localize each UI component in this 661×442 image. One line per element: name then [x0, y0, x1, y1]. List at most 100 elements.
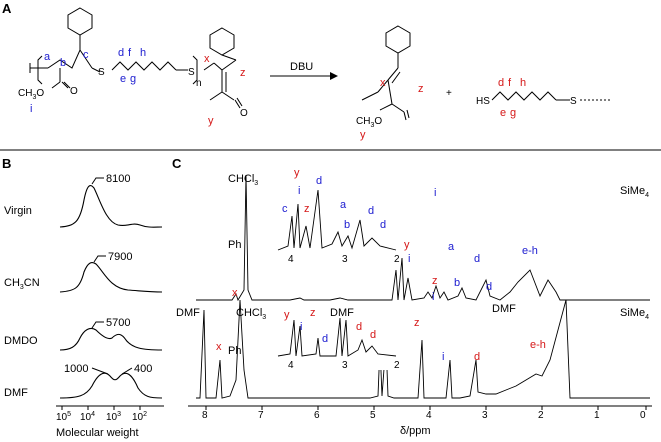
- inset-top-blue-d2: d: [368, 205, 374, 217]
- inset-bottom-tick-4: 4: [288, 360, 294, 371]
- nmr-top-spectrum: [196, 174, 650, 302]
- peak-leader-virgin: [91, 177, 104, 185]
- nmr-tick-0: 0: [640, 410, 646, 421]
- polymer-ester-o: O: [70, 86, 78, 97]
- nmr-tick-4: 4: [426, 410, 432, 421]
- nmr-xlabel: δ/ppm: [400, 425, 431, 437]
- peak-label-virgin: 8100: [106, 173, 130, 185]
- top-blue-eh: e-h: [522, 245, 538, 257]
- top-red-y: y: [404, 239, 410, 251]
- top-red-z: z: [432, 275, 438, 287]
- nmr-tick-8: 8: [202, 410, 208, 421]
- top-sime4: SiMe4: [620, 185, 649, 199]
- inset-top-spectrum: [277, 189, 397, 251]
- gpc-ticks: [61, 406, 141, 410]
- thiol-atom-s: S: [570, 96, 577, 107]
- polymer-label-h: h: [140, 47, 146, 59]
- gpc-tick-1e5: 105: [56, 411, 71, 423]
- polymer-label-c: c: [83, 49, 89, 61]
- bottom-blue-i: i: [442, 351, 444, 363]
- thiol-label-h: h: [520, 77, 526, 89]
- nmr-tick-3: 3: [482, 410, 488, 421]
- plus-sign: +: [446, 88, 452, 99]
- reaction-arrowhead: [330, 72, 338, 80]
- top-red-x: x: [232, 287, 238, 299]
- gpc-tick-1e4: 104: [80, 411, 95, 423]
- peak-leader-dmdo: [91, 321, 104, 329]
- gpc-trace-dmdo: [59, 327, 163, 351]
- top-ph: Ph: [228, 239, 241, 251]
- bottom-dmf-right: DMF: [492, 303, 516, 315]
- bottom-blue-i2: i: [432, 291, 434, 303]
- polymer-label-b: b: [60, 57, 66, 69]
- bottom-red-x: x: [216, 341, 222, 353]
- product-label-y: y: [360, 129, 366, 141]
- trace-name-dmf: DMF: [4, 387, 28, 399]
- polymer-vinyl-o: O: [240, 108, 248, 119]
- top-chcl3: CHCl3: [228, 173, 258, 187]
- thiol-label-d: d: [498, 77, 504, 89]
- trace-name-ch3cn: CH3CN: [4, 277, 40, 291]
- inset-top-red-y: y: [294, 167, 300, 179]
- inset-top-blue-b: b: [344, 219, 350, 231]
- inset-top-tick-2: 2: [394, 254, 400, 265]
- polymer-atom-n: n: [196, 78, 202, 89]
- thiol-label-g: g: [510, 107, 516, 119]
- inset-top-blue-d3: d: [380, 219, 386, 231]
- top-blue-d2: d: [486, 281, 492, 293]
- polymer-label-a: a: [44, 51, 51, 63]
- peak-label-dmf-1: 1000: [64, 363, 88, 375]
- bottom-red-z: z: [414, 317, 420, 329]
- trace-name-dmdo: DMDO: [4, 335, 38, 347]
- gpc-tick-1e3: 103: [106, 411, 121, 423]
- peak-label-ch3cn: 7900: [108, 251, 132, 263]
- panel-c-label: C: [172, 156, 182, 171]
- inset-bottom-tick-3: 3: [342, 360, 348, 371]
- inset-top-red-z: z: [304, 203, 310, 215]
- thiol-label-e: e: [500, 107, 506, 119]
- thiol-structure: [491, 91, 610, 101]
- nmr-tick-5: 5: [370, 410, 376, 421]
- bottom-chcl3: CHCl3: [236, 307, 266, 321]
- product-ester-ch3o: CH3O: [356, 116, 382, 129]
- reaction-reagent: DBU: [290, 61, 313, 73]
- top-blue-b: b: [454, 277, 460, 289]
- bottom-dmf-left: DMF: [176, 307, 200, 319]
- product-label-x: x: [380, 77, 386, 89]
- thiol-label-f: f: [508, 77, 512, 89]
- inset-bottom-red-z: z: [310, 307, 316, 319]
- top-blue-i2: i: [434, 187, 436, 199]
- inset-top: [270, 174, 404, 256]
- peak-label-dmdo: 5700: [106, 317, 130, 329]
- panel-a-label: A: [2, 1, 12, 16]
- nmr-bottom-spectrum: [196, 299, 650, 399]
- inset-top-tick-3: 3: [342, 254, 348, 265]
- inset-top-blue-a: a: [340, 199, 347, 211]
- inset-top-blue-d: d: [316, 175, 322, 187]
- polymer-label-i: i: [30, 103, 32, 115]
- thiol-label-hs: HS: [476, 96, 490, 107]
- nmr-tick-6: 6: [314, 410, 320, 421]
- inset-bottom-red-y: y: [284, 309, 290, 321]
- top-blue-d1: d: [474, 253, 480, 265]
- gpc-trace-virgin: [59, 185, 163, 228]
- polymer-label-f: f: [128, 47, 132, 59]
- inset-bottom-spectrum: [277, 317, 397, 357]
- peak-leader-dmf-2: [121, 367, 133, 375]
- panel-b-label: B: [2, 156, 11, 171]
- bottom-red-d: d: [474, 351, 480, 363]
- polymer-label-y: y: [208, 115, 214, 127]
- polymer-structure: [29, 7, 243, 109]
- nmr-tick-1: 1: [594, 410, 600, 421]
- inset-top-tick-4: 4: [288, 254, 294, 265]
- gpc-trace-dmf: [59, 372, 163, 399]
- inset-bottom-tick-2: 2: [394, 360, 400, 371]
- peak-leader-ch3cn: [93, 255, 106, 263]
- inset-top-blue-i: i: [298, 185, 300, 197]
- nmr-tick-2: 2: [538, 410, 544, 421]
- gpc-xlabel: Molecular weight: [56, 427, 139, 439]
- peak-leader-dmf-1: [91, 367, 109, 375]
- product-structure: [361, 25, 411, 121]
- polymer-atom-s1: S: [98, 67, 105, 78]
- polymer-label-z: z: [240, 67, 246, 79]
